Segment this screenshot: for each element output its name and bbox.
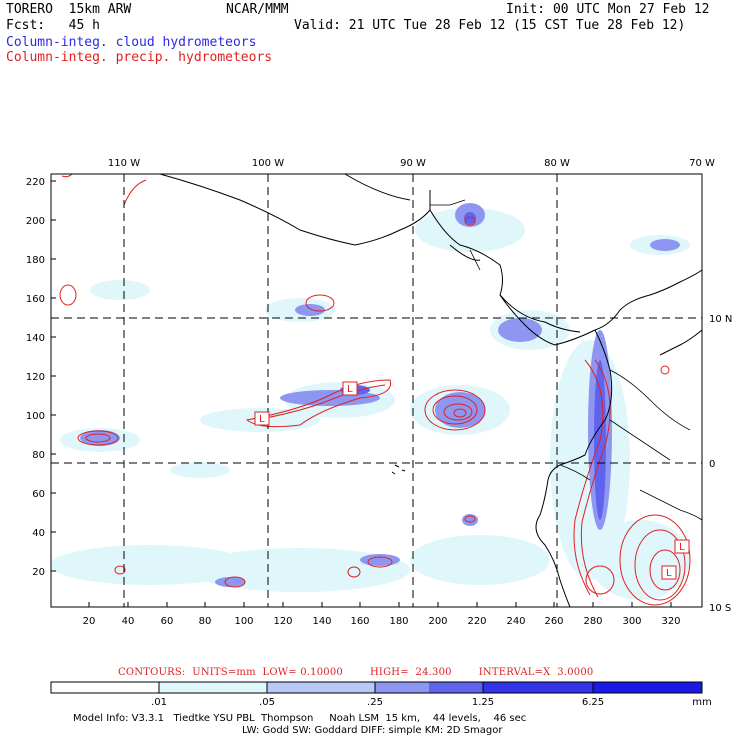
lat-label: 10 N xyxy=(709,314,732,325)
lon-labels: 110 W 100 W 90 W 80 W 70 W xyxy=(108,158,715,169)
x-tick-labels: 20 40 60 80 100 120 140 160 180 200 220 … xyxy=(83,616,681,627)
x-tick-label: 40 xyxy=(122,616,135,627)
legend-level: .05 xyxy=(259,697,275,708)
x-tick-label: 300 xyxy=(622,616,641,627)
low-marker-label: L xyxy=(347,384,353,395)
low-marker-label: L xyxy=(666,568,672,579)
lon-label: 90 W xyxy=(400,158,426,169)
legend-level: .25 xyxy=(367,697,383,708)
x-tick-label: 20 xyxy=(83,616,96,627)
map-frame xyxy=(50,173,703,608)
y-tick-label: 20 xyxy=(32,567,45,578)
x-tick-marks xyxy=(88,602,672,607)
x-tick-label: 220 xyxy=(467,616,486,627)
x-tick-label: 60 xyxy=(161,616,174,627)
cloud-field-label: Column-integ. cloud hydrometeors xyxy=(6,35,257,50)
init-time: Init: 00 UTC Mon 27 Feb 12 xyxy=(506,2,710,17)
x-tick-label: 200 xyxy=(428,616,447,627)
low-marker-label: L xyxy=(679,542,685,553)
model-info-line1: Model Info: V3.3.1 Tiedtke YSU PBL Thomp… xyxy=(73,713,527,724)
y-tick-label: 80 xyxy=(32,450,45,461)
y-tick-label: 120 xyxy=(26,372,45,383)
legend-swatch xyxy=(51,682,159,693)
y-tick-label: 100 xyxy=(26,411,45,422)
legend-swatch xyxy=(483,682,593,693)
legend-swatch xyxy=(593,682,702,693)
legend-labels: .01 .05 .25 1.25 6.25 mm xyxy=(151,697,712,708)
legend-swatch xyxy=(159,682,267,693)
legend-swatch xyxy=(429,682,483,693)
model-info-line2: LW: Godd SW: Goddard DIFF: simple KM: 2D… xyxy=(242,725,503,736)
legend-level: 6.25 xyxy=(582,697,604,708)
legend-swatch xyxy=(375,682,429,693)
precip-contours xyxy=(59,173,691,606)
center-name: NCAR/MMM xyxy=(226,2,289,17)
legend-swatch xyxy=(267,682,375,693)
valid-time: Valid: 21 UTC Tue 28 Feb 12 (15 CST Tue … xyxy=(294,18,686,33)
lon-label: 70 W xyxy=(689,158,715,169)
x-tick-label: 240 xyxy=(506,616,525,627)
y-tick-labels: 220 200 180 160 140 120 100 80 60 40 20 xyxy=(26,177,45,578)
coastlines xyxy=(159,173,703,608)
legend-level: 1.25 xyxy=(472,697,494,708)
x-tick-label: 260 xyxy=(544,616,563,627)
country-borders xyxy=(430,199,703,521)
x-tick-label: 160 xyxy=(350,616,369,627)
x-tick-label: 280 xyxy=(583,616,602,627)
lon-label: 80 W xyxy=(544,158,570,169)
y-tick-label: 140 xyxy=(26,333,45,344)
lat-label: 0 xyxy=(709,459,715,470)
forecast-hour: Fcst: 45 h xyxy=(6,18,100,33)
y-tick-label: 160 xyxy=(26,294,45,305)
contours-info: CONTOURS: UNITS=mm LOW= 0.10000 HIGH= 24… xyxy=(118,667,594,678)
y-tick-marks xyxy=(51,180,56,572)
y-tick-label: 200 xyxy=(26,216,45,227)
low-markers xyxy=(254,381,690,580)
lat-labels: 10 N 0 10 S xyxy=(709,314,732,614)
legend-unit: mm xyxy=(692,697,711,708)
x-tick-label: 80 xyxy=(199,616,212,627)
precip-field-label: Column-integ. precip. hydrometeors xyxy=(6,50,273,65)
y-tick-label: 60 xyxy=(32,489,45,500)
lon-label: 110 W xyxy=(108,158,140,169)
color-legend xyxy=(50,681,703,694)
x-tick-label: 180 xyxy=(389,616,408,627)
x-tick-label: 120 xyxy=(273,616,292,627)
legend-level: .01 xyxy=(151,697,167,708)
x-tick-label: 320 xyxy=(661,616,680,627)
y-tick-label: 40 xyxy=(32,528,45,539)
x-tick-label: 140 xyxy=(312,616,331,627)
latlon-grid xyxy=(51,174,702,607)
low-marker-label: L xyxy=(259,414,265,425)
y-tick-label: 180 xyxy=(26,255,45,266)
lat-label: 10 S xyxy=(709,603,731,614)
low-marker-labels: L L L L xyxy=(259,384,685,579)
x-tick-label: 100 xyxy=(234,616,253,627)
model-title: TORERO 15km ARW xyxy=(6,2,132,17)
y-tick-label: 220 xyxy=(26,177,45,188)
lon-label: 100 W xyxy=(252,158,284,169)
